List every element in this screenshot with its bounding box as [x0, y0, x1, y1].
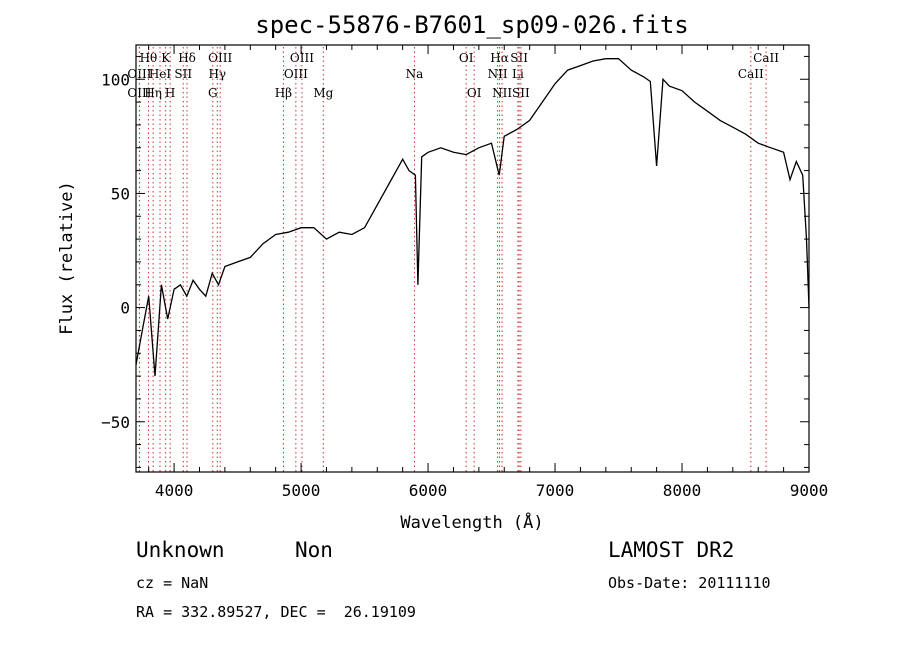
- spectral-line-label: Hγ: [208, 67, 226, 81]
- spectral-line-label: OIII: [127, 86, 151, 100]
- x-tick-label: 6000: [409, 481, 448, 500]
- chart-title: spec-55876-B7601_sp09-026.fits: [255, 11, 688, 39]
- spectral-line-label: Na: [406, 67, 424, 81]
- x-axis-label: Wavelength (Å): [400, 511, 543, 533]
- spectral-line-label: Li: [512, 67, 524, 81]
- y-axis-label: Flux (relative): [57, 181, 77, 335]
- spectral-line-label: Hδ: [178, 51, 196, 65]
- spectral-line-label: K: [161, 51, 171, 65]
- redshift-label: cz = NaN: [136, 574, 209, 592]
- y-tick-label: 50: [111, 184, 130, 203]
- spectral-line-label: Hβ: [275, 86, 292, 100]
- x-tick-label: 4000: [155, 481, 194, 500]
- spectrum-line: [135, 58, 810, 377]
- subclass-label: Non: [295, 538, 333, 562]
- y-tick-label: 0: [120, 299, 130, 318]
- y-tick-label: −50: [101, 413, 130, 432]
- spectral-line-label: OI: [467, 86, 482, 100]
- spectral-line-label: SII: [512, 86, 530, 100]
- coordinates-label: RA = 332.89527, DEC = 26.19109: [136, 603, 416, 621]
- x-tick-label: 8000: [663, 481, 702, 500]
- spectral-line-label: OI: [459, 51, 474, 65]
- x-tick-label: 9000: [790, 481, 829, 500]
- axis-ticks: 4000 5000 6000 7000 8000 9000 −50 0 50 100: [101, 45, 828, 500]
- class-label: Unknown: [136, 538, 225, 562]
- spectral-line-label: CaII: [738, 67, 764, 81]
- spectral-line-label: NII: [492, 86, 512, 100]
- spectral-line-label: Hθ: [140, 51, 158, 65]
- spectral-line-label: NII: [488, 67, 508, 81]
- spectral-line-label: HeI: [149, 67, 172, 81]
- spectral-line-label: Mg: [313, 86, 333, 100]
- x-tick-label: 7000: [536, 481, 575, 500]
- x-tick-label: 5000: [282, 481, 321, 500]
- spectral-line-label: OIII: [208, 51, 232, 65]
- obs-date-label: Obs-Date: 20111110: [608, 574, 771, 592]
- y-tick-label: 100: [101, 70, 130, 89]
- survey-label: LAMOST DR2: [608, 538, 735, 562]
- spectral-line-label: OIII: [290, 51, 314, 65]
- spectral-line-label: OIII: [284, 67, 308, 81]
- spectral-line-label: G: [208, 86, 218, 100]
- spectral-line-label: Hα: [490, 51, 509, 65]
- spectral-line-label: CaII: [753, 51, 779, 65]
- spectral-line-label: H: [165, 86, 175, 100]
- plot-frame: [135, 44, 810, 473]
- spectral-line-label: SII: [174, 67, 192, 81]
- spectral-line-label: SII: [510, 51, 528, 65]
- spectral-line-label: Hη: [144, 86, 162, 100]
